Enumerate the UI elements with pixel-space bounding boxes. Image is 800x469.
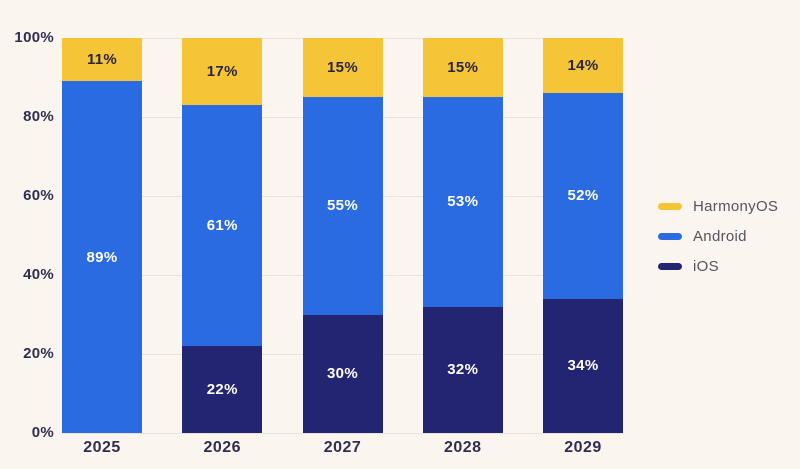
y-tick-label: 40% [23,266,54,283]
segment-value-label: 52% [567,187,599,205]
legend-item-android: Android [658,228,778,245]
x-tick-label-2027: 2027 [323,439,362,456]
bar-segments: 15% 55% 30% [302,38,383,433]
segment-value-label: 14% [567,57,599,75]
x-tick-label-2028: 2028 [443,439,482,456]
segment-value-label: 22% [206,381,238,399]
segment-harmonyos-2027: 15% [302,38,383,98]
x-tick-label-2029: 2029 [564,439,602,456]
bar-2029: 14% 52% 34% 2029 [543,38,623,456]
segment-harmonyos-2028: 15% [422,38,503,98]
y-tick-label: 20% [23,345,54,362]
legend-item-harmonyos: HarmonyOS [658,198,778,215]
bars-group: 11% 89% 2025 17% 61% 22% 2026 15% 55% 30% 2027 15% 5… [62,38,623,456]
bar-2025: 11% 89% 2025 [62,38,142,456]
segment-value-label: 15% [327,59,358,77]
segment-harmonyos-2025: 11% [62,38,142,82]
gridline-0 [62,432,623,434]
y-tick-label: 80% [23,108,54,125]
segment-ios-2027: 30% [302,314,383,433]
bar-segments: 14% 52% 34% [543,38,623,433]
segment-value-label: 34% [567,357,599,375]
segment-value-label: 30% [327,365,358,383]
segment-value-label: 89% [86,248,118,266]
segment-ios-2026: 22% [182,346,263,433]
legend-label: Android [693,228,747,245]
segment-value-label: 11% [86,51,118,69]
bar-2026: 17% 61% 22% 2026 [182,38,263,456]
bar-segments: 15% 53% 32% [422,38,503,433]
y-tick-label: 0% [31,424,54,441]
segment-android-2028: 53% [422,97,503,307]
segment-value-label: 32% [447,361,479,379]
bar-2028: 15% 53% 32% 2028 [422,38,503,456]
y-tick-label: 100% [14,29,54,46]
x-tick-label-2025: 2025 [83,439,121,456]
segment-value-label: 55% [327,197,358,215]
plot-area: 11% 89% 2025 17% 61% 22% 2026 15% 55% 30% 2027 15% 5… [62,37,623,456]
y-tick-label: 60% [23,187,54,204]
bar-segments: 11% 89% [62,38,142,433]
segment-android-2027: 55% [302,97,383,315]
segment-android-2026: 61% [182,105,263,347]
segment-ios-2029: 34% [543,298,623,433]
legend-item-ios: iOS [658,258,778,275]
legend: HarmonyOS Android iOS [658,198,778,275]
legend-swatch-icon [658,203,682,210]
segment-value-label: 61% [206,217,238,235]
legend-swatch-icon [658,233,682,240]
segment-android-2029: 52% [543,93,623,299]
segment-ios-2028: 32% [422,306,503,433]
segment-value-label: 53% [447,193,479,211]
segment-value-label: 15% [447,59,479,77]
bar-segments: 17% 61% 22% [182,38,263,433]
bar-2027: 15% 55% 30% 2027 [302,38,383,456]
segment-harmonyos-2026: 17% [182,38,263,106]
legend-swatch-icon [658,263,682,270]
segment-android-2025: 89% [62,81,142,433]
x-tick-label-2026: 2026 [203,439,242,456]
segment-value-label: 17% [206,63,238,81]
segment-harmonyos-2029: 14% [543,38,623,94]
legend-label: iOS [693,258,719,275]
legend-label: HarmonyOS [693,198,779,215]
